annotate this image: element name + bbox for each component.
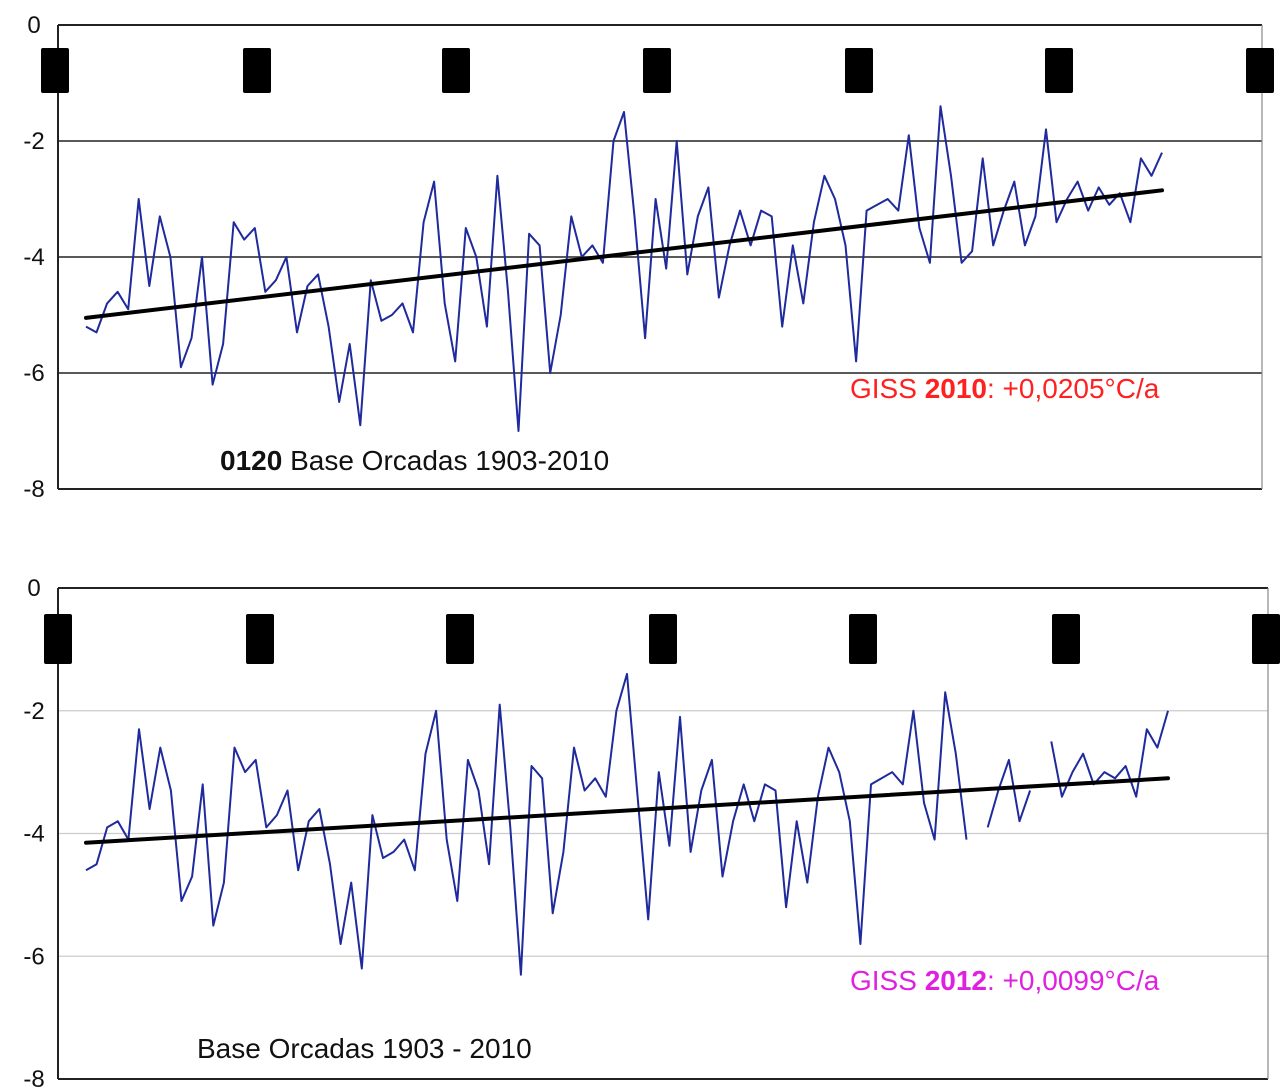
y-tick-label: -6 (23, 360, 44, 387)
station-label: Base Orcadas 1903 - 2010 (197, 1033, 532, 1064)
station-name: Base Orcadas 1903 - 2010 (197, 1033, 532, 1064)
trend-line-path (84, 188, 1164, 320)
axes (57, 587, 1269, 1080)
axis-marker (442, 48, 470, 93)
trend-annotation: GISS 2012: +0,0099°C/a (850, 965, 1160, 996)
axis-marker (246, 614, 274, 664)
chart-panel-2: 0 -2 -4 -6 -8 GISS 2012: +0,0099°C/a Base Or… (23, 575, 1280, 1089)
x-axis-markers (41, 48, 1274, 93)
gridlines (58, 140, 1262, 374)
station-name: Base Orcadas 1903-2010 (282, 445, 609, 476)
y-tick-label: -6 (23, 943, 44, 970)
y-tick-label: -4 (23, 821, 44, 848)
trend-line-path (84, 776, 1170, 845)
series-line (85, 672, 1169, 976)
axis-marker (446, 614, 474, 664)
y-tick-label: 0 (27, 12, 40, 39)
axis-marker (643, 48, 671, 93)
y-tick-label: -2 (23, 698, 44, 725)
data-series (85, 105, 1163, 432)
trend-line (84, 776, 1170, 845)
axis-marker (1246, 48, 1274, 93)
y-tick-label: -2 (23, 128, 44, 155)
annotation-prefix: GISS (850, 965, 925, 996)
axis-marker (41, 48, 69, 93)
axes (57, 24, 1263, 490)
trend-annotation: GISS 2010: +0,0205°C/a (850, 373, 1160, 404)
axis-marker (649, 614, 677, 664)
y-tick-labels: 0 -2 -4 -6 -8 (23, 575, 44, 1089)
axis-marker (845, 48, 873, 93)
data-series (85, 672, 1169, 976)
y-tick-label: -8 (23, 1066, 44, 1089)
station-label: 0120 Base Orcadas 1903-2010 (220, 445, 609, 476)
x-axis-markers (44, 614, 1280, 664)
station-id: 0120 (220, 445, 282, 476)
axis-marker (1045, 48, 1073, 93)
annotation-rate: : +0,0205°C/a (987, 373, 1160, 404)
y-tick-label: -4 (23, 244, 44, 271)
chart-panel-1: 0 -2 -4 -6 -8 GISS 2010: +0,0205°C/a 0120 Ba… (23, 12, 1274, 503)
trend-line (84, 188, 1164, 320)
axis-marker (243, 48, 271, 93)
axis-marker (1252, 614, 1280, 664)
annotation-prefix: GISS (850, 373, 925, 404)
y-tick-label: 0 (27, 575, 40, 602)
axis-marker (849, 614, 877, 664)
y-tick-labels: 0 -2 -4 -6 -8 (23, 12, 44, 503)
axis-marker (1052, 614, 1080, 664)
annotation-year: 2012 (925, 965, 987, 996)
series-line (85, 105, 1163, 432)
y-tick-label: -8 (23, 476, 44, 503)
annotation-rate: : +0,0099°C/a (987, 965, 1160, 996)
axis-marker (44, 614, 72, 664)
annotation-year: 2010 (925, 373, 987, 404)
